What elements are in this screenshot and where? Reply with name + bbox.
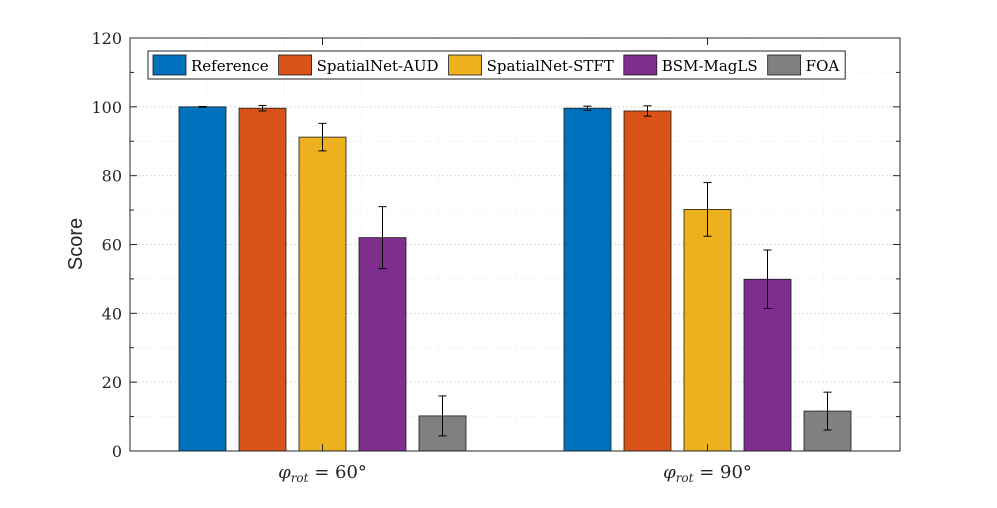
bar-bsm-magls: [358, 237, 407, 452]
legend-swatch: [767, 54, 802, 76]
bar-spatialnet-aud: [623, 110, 672, 452]
y-tick-label: 80: [102, 167, 122, 186]
legend-swatch: [278, 54, 312, 76]
x-axis: φrot = 60° φrot = 90°: [278, 38, 752, 485]
legend-entry-label: FOA: [806, 57, 840, 75]
category-subscript: rot: [676, 471, 694, 485]
y-tick-label: 20: [102, 373, 122, 392]
category-symbol: φ: [663, 462, 676, 483]
y-axis: 0 20 40 60 80 100 120: [91, 29, 900, 461]
legend-entry-label: BSM-MagLS: [662, 57, 758, 75]
bars-group: [178, 106, 852, 452]
y-tick-label: 60: [102, 236, 122, 255]
bar-spatialnet-stft: [683, 208, 732, 452]
bar-reference: [178, 106, 227, 452]
legend-swatch: [152, 54, 187, 76]
legend-entry-label: Reference: [191, 57, 269, 75]
error-bars-group: [198, 104, 832, 437]
x-category-label: φrot = 90°: [663, 462, 752, 485]
category-subscript: rot: [291, 471, 309, 485]
bar-spatialnet-aud: [238, 107, 287, 452]
y-axis-label: Score: [65, 218, 87, 270]
y-tick-label: 100: [91, 98, 122, 117]
y-tick-label: 120: [91, 29, 122, 48]
category-value: = 60°: [308, 462, 366, 483]
legend-swatch: [623, 54, 658, 76]
legend-box: [147, 50, 846, 80]
legend-entry-label: SpatialNet-AUD: [317, 57, 439, 75]
bar-spatialnet-stft: [298, 136, 347, 452]
category-value: = 90°: [693, 462, 751, 483]
legend: Reference SpatialNet-AUD SpatialNet-STFT BS…: [147, 50, 846, 80]
bar-reference: [563, 107, 612, 452]
y-tick-label: 0: [112, 442, 122, 461]
legend-entry-label: SpatialNet-STFT: [487, 57, 614, 75]
y-tick-label: 40: [102, 304, 122, 323]
x-category-label: φrot = 60°: [278, 462, 367, 485]
category-symbol: φ: [278, 462, 291, 483]
legend-swatch: [448, 54, 482, 76]
